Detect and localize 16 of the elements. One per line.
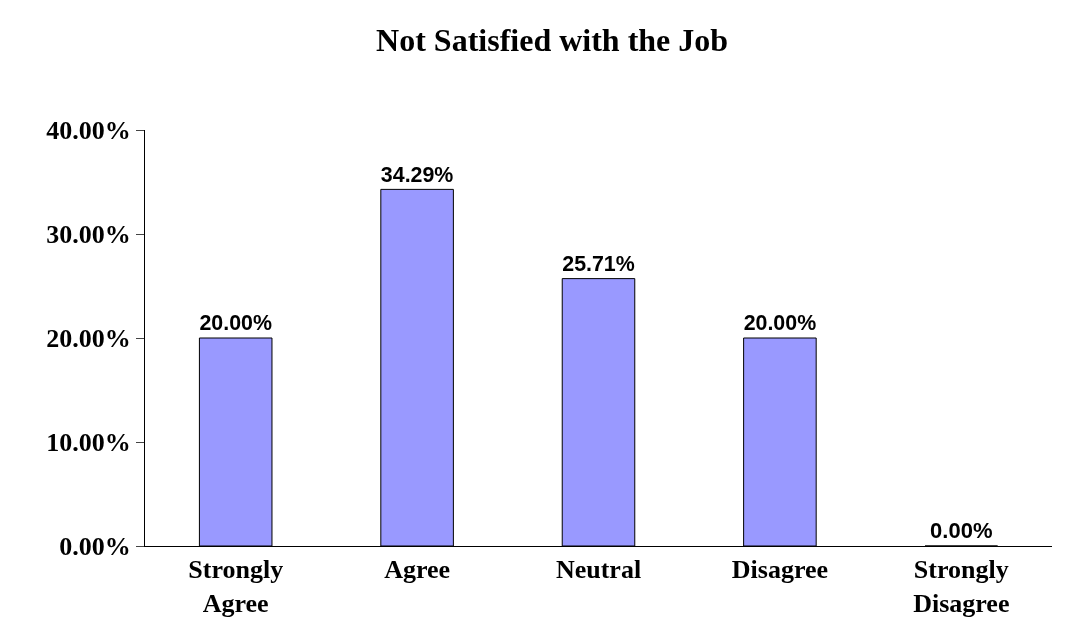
y-tick-label: 40.00% <box>46 116 131 146</box>
x-tick-label: Strongly Agree <box>188 555 284 618</box>
y-tick-label: 0.00% <box>59 532 131 562</box>
y-tick-label: 10.00% <box>46 428 131 458</box>
y-tick-label: 20.00% <box>46 324 131 354</box>
x-tick-label: Strongly Disagree <box>913 555 1010 618</box>
chart-title: Not Satisfied with the Job <box>376 22 729 59</box>
x-tick-label: Disagree <box>731 555 829 585</box>
data-label: 0.00% <box>930 518 993 543</box>
data-label: 25.71% <box>562 251 635 276</box>
data-label: 20.00% <box>199 311 272 336</box>
data-label: 34.29% <box>380 162 454 187</box>
x-tick-label: Agree <box>384 555 451 585</box>
x-tick-label: Neutral <box>555 555 642 585</box>
y-tick-label: 30.00% <box>46 220 131 250</box>
data-label: 20.00% <box>743 311 817 336</box>
